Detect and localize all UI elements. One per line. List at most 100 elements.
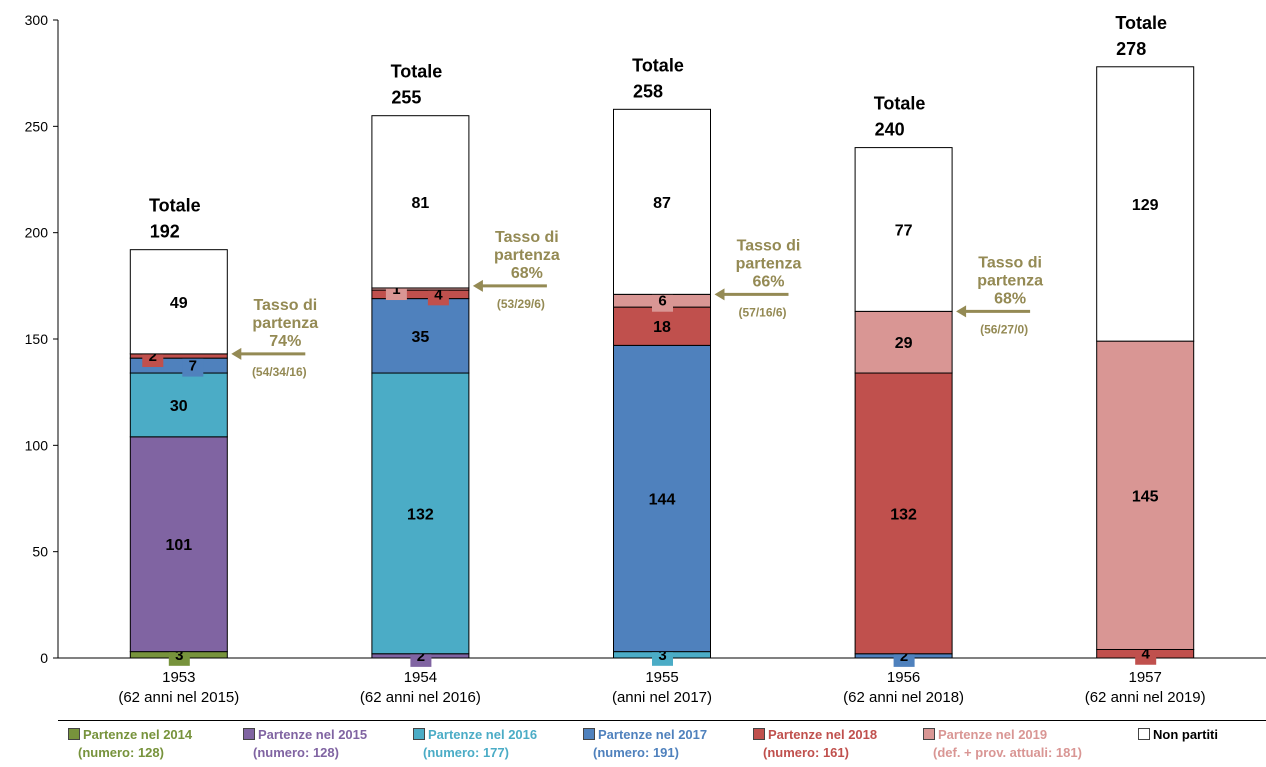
- annotation-text: partenza: [252, 315, 318, 332]
- y-tick-label: 0: [40, 650, 48, 666]
- legend-item: Partenze nel 2017 (numero: 191): [583, 726, 707, 762]
- legend-series-name: Non partiti: [1153, 727, 1218, 742]
- y-tick-label: 150: [25, 331, 49, 347]
- total-value: 278: [1116, 39, 1146, 59]
- x-tick-sublabel: (anni nel 2017): [612, 689, 712, 706]
- legend-swatch: [243, 728, 255, 740]
- annotation-arrowhead: [714, 288, 725, 301]
- data-label: 6: [658, 293, 666, 310]
- annotation-detail: (53/29/6): [497, 297, 545, 311]
- x-tick-label: 1955: [645, 669, 678, 686]
- x-tick-label: 1957: [1129, 669, 1162, 686]
- data-label: 145: [1132, 488, 1159, 505]
- legend-series-name: Partenze nel 2018: [768, 727, 878, 742]
- data-label: 4: [1142, 646, 1151, 663]
- annotation-detail: (56/27/0): [980, 322, 1028, 336]
- legend-series-count: (def. + prov. attuali: 181): [933, 745, 1082, 760]
- annotation-text: Tasso di: [737, 237, 801, 254]
- legend-swatch: [923, 728, 935, 740]
- annotation-text: 74%: [269, 333, 301, 350]
- data-label: 3: [175, 647, 183, 664]
- data-label: 101: [165, 537, 192, 554]
- legend-swatch: [583, 728, 595, 740]
- x-tick-label: 1953: [162, 669, 195, 686]
- data-label: 18: [653, 319, 671, 336]
- bar-segment: [129, 372, 228, 438]
- legend-series-count: (numero: 191): [593, 745, 679, 760]
- y-tick-label: 100: [25, 437, 49, 453]
- data-label: 49: [170, 295, 188, 312]
- annotation-text: partenza: [736, 255, 802, 272]
- legend-item: Partenze nel 2014 (numero: 128): [68, 726, 192, 762]
- bar-segment: [129, 436, 228, 653]
- data-label: 30: [170, 398, 188, 415]
- data-label-box: [652, 289, 673, 312]
- y-tick-label: 300: [25, 12, 49, 28]
- legend-series-count: (numero: 128): [253, 745, 339, 760]
- bar-segment: [1096, 66, 1195, 342]
- data-label: 2: [417, 648, 425, 665]
- total-value: 240: [875, 120, 905, 140]
- total-label: Totale: [1115, 13, 1167, 33]
- total-label: Totale: [874, 94, 926, 114]
- annotation-arrowhead: [231, 347, 242, 360]
- bar-segment: [613, 344, 711, 653]
- legend-swatch: [413, 728, 425, 740]
- data-label: 87: [653, 195, 671, 212]
- legend-item: Non partiti: [1138, 726, 1218, 744]
- data-label: 132: [890, 506, 917, 523]
- data-label: 29: [895, 335, 913, 352]
- stacked-bar-chart: 0 50 100 150 200 250 300 3 101 30 7 2 49 Totale 192 195…: [25, 12, 1266, 706]
- legend-series-count: (numero: 177): [423, 745, 509, 760]
- annotation-text: partenza: [494, 247, 560, 264]
- legend-series-name: Partenze nel 2017: [598, 727, 708, 742]
- legend-series-name: Partenze nel 2019: [938, 727, 1048, 742]
- data-label: 129: [1132, 197, 1159, 214]
- annotation-detail: (54/34/16): [252, 365, 307, 379]
- total-value: 255: [391, 88, 421, 108]
- legend-series-count: (numero: 161): [763, 745, 849, 760]
- annotation-text: Tasso di: [495, 229, 559, 246]
- bar-segment: [129, 249, 228, 355]
- total-value: 258: [633, 81, 663, 101]
- data-label: 132: [407, 506, 434, 523]
- x-tick-sublabel: (62 anni nel 2016): [360, 689, 481, 706]
- legend-series-count: (numero: 128): [78, 745, 164, 760]
- data-label: 1: [392, 281, 400, 298]
- data-label: 4: [434, 286, 443, 303]
- bar-segment: [371, 372, 470, 655]
- annotation-text: Tasso di: [253, 297, 317, 314]
- x-tick-label: 1954: [404, 669, 437, 686]
- legend-item: Partenze nel 2019 (def. + prov. attuali: …: [923, 726, 1082, 762]
- annotation-detail: (57/16/6): [738, 305, 786, 319]
- legend-series-name: Partenze nel 2016: [428, 727, 538, 742]
- total-label: Totale: [149, 196, 201, 216]
- bar-segment: [371, 115, 470, 289]
- legend-item: Partenze nel 2015 (numero: 128): [243, 726, 367, 762]
- total-label: Totale: [391, 62, 443, 82]
- x-tick-sublabel: (62 anni nel 2015): [118, 689, 239, 706]
- annotation-arrowhead: [472, 279, 483, 292]
- total-value: 192: [150, 222, 180, 242]
- bar-segment: [854, 310, 953, 374]
- y-tick-label: 250: [25, 118, 49, 134]
- data-label: 144: [649, 492, 676, 509]
- bar-segment: [854, 147, 953, 312]
- data-label-box: [182, 354, 204, 377]
- legend-border: [58, 720, 1266, 721]
- annotation-text: 66%: [752, 273, 784, 290]
- bar-segment: [613, 306, 711, 346]
- legend-item: Partenze nel 2018 (numero: 161): [753, 726, 877, 762]
- bar-segment: [854, 372, 953, 655]
- data-label: 77: [895, 222, 913, 239]
- legend-series-name: Partenze nel 2014: [83, 727, 193, 742]
- x-tick-sublabel: (62 anni nel 2019): [1085, 689, 1206, 706]
- data-label: 81: [412, 195, 430, 212]
- data-label: 2: [149, 348, 157, 365]
- bar-segment: [613, 108, 711, 295]
- legend-swatch: [68, 728, 80, 740]
- bar-segment: [1096, 340, 1195, 650]
- legend: Partenze nel 2014 (numero: 128) Partenze n…: [58, 720, 1266, 766]
- annotation-arrowhead: [956, 305, 967, 318]
